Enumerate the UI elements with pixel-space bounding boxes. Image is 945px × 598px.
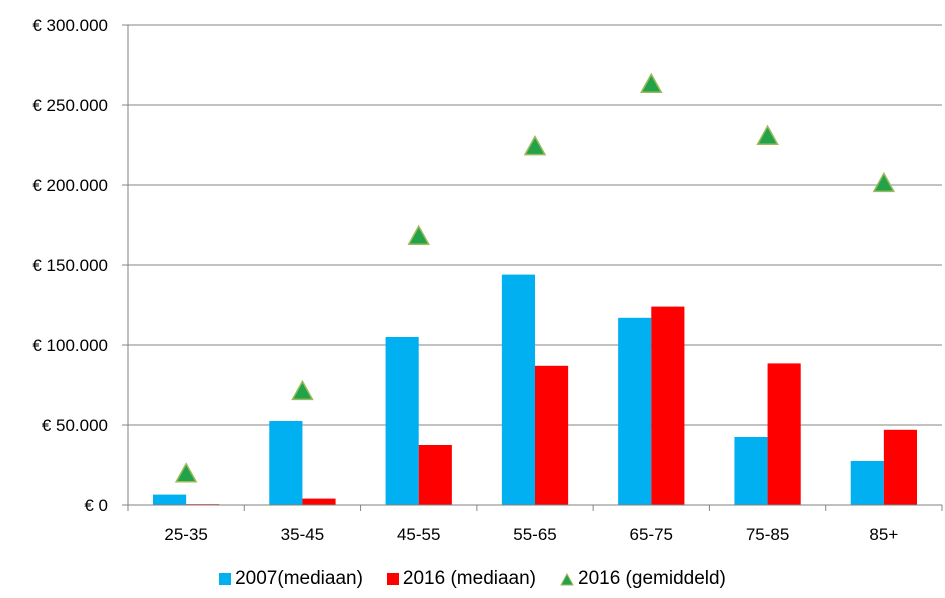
x-tick-label: 85+ [869, 525, 898, 544]
legend-swatch-blue [219, 573, 232, 585]
y-tick-label: € 200.000 [32, 176, 108, 195]
legend-label: 2016 (mediaan) [402, 568, 537, 589]
bar [535, 365, 569, 505]
marker-point [872, 171, 896, 193]
x-tick-label: 75-85 [746, 525, 789, 544]
x-axis-tick-labels: 25-35 35-45 45-55 55-65 65-75 75-85 85+ [164, 525, 898, 544]
bar [618, 317, 652, 505]
y-tick-label: € 300.000 [32, 16, 108, 35]
y-tick-label: € 50.000 [42, 416, 108, 435]
y-tick-label: € 250.000 [32, 96, 108, 115]
legend-swatch-red [386, 573, 399, 585]
legend: 2007(mediaan) 2016 (mediaan) 2016 (gemid… [0, 568, 945, 590]
legend-label: 2007(mediaan) [235, 568, 363, 589]
bar [302, 498, 336, 505]
bar [269, 421, 303, 505]
marker-point [174, 462, 198, 483]
marker-point [407, 224, 430, 245]
legend-item-2007-mediaan: 2007(mediaan) [219, 568, 363, 590]
x-tick-label: 35-45 [281, 525, 324, 544]
triangle-icon [560, 572, 574, 585]
bar [883, 429, 917, 505]
y-tick-label: € 150.000 [32, 256, 108, 275]
bar [651, 306, 685, 505]
legend-label: 2016 (gemiddeld) [578, 568, 726, 589]
marker-point [640, 72, 663, 93]
marker-point [523, 135, 547, 156]
marker-point [291, 379, 314, 401]
bar [734, 437, 768, 505]
bar [385, 337, 419, 505]
x-tick-label: 45-55 [397, 525, 440, 544]
markers [174, 72, 896, 483]
legend-item-2016-gemiddeld: 2016 (gemiddeld) [560, 568, 726, 590]
bars [153, 274, 917, 505]
y-axis-tick-labels: € 0 € 50.000 € 100.000 € 150.000 € 200.000 € … [32, 16, 108, 515]
chart: € 0 € 50.000 € 100.000 € 150.000 € 200.000 € … [32, 16, 943, 544]
bar [153, 494, 187, 505]
legend-item-2016-mediaan: 2016 (mediaan) [386, 568, 537, 590]
marker-point [756, 124, 779, 145]
y-tick-label: € 100.000 [32, 336, 108, 355]
y-tick-label: € 0 [84, 496, 108, 515]
x-tick-label: 65-75 [630, 525, 673, 544]
x-tick-label: 25-35 [164, 525, 207, 544]
x-tick-label: 55-65 [513, 525, 556, 544]
gridlines [122, 24, 943, 511]
bar [418, 445, 452, 505]
bar [850, 461, 884, 505]
bar [501, 274, 535, 505]
bar [767, 363, 801, 505]
